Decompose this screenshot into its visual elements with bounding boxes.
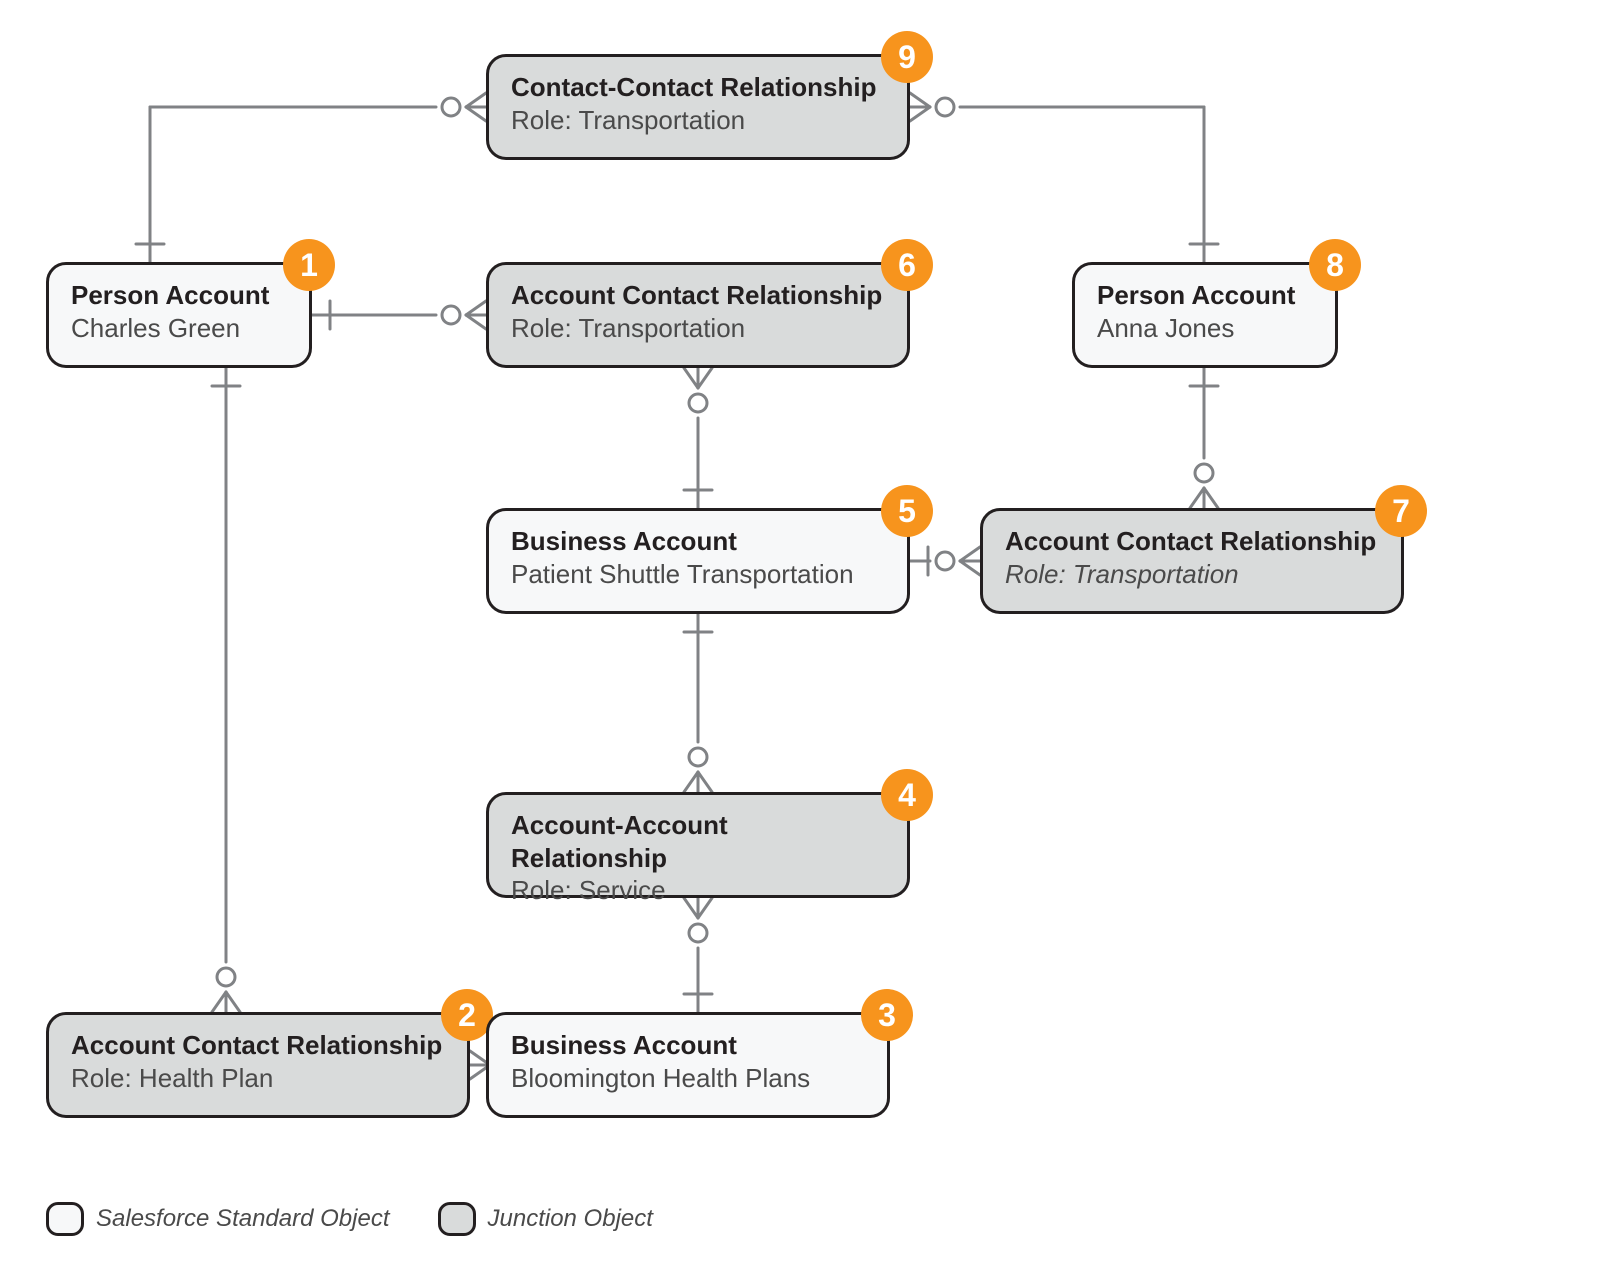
node-badge: 9: [881, 31, 933, 83]
node-title: Contact-Contact Relationship: [511, 71, 885, 104]
edge-e9_8: [910, 93, 1218, 262]
node-subtitle: Patient Shuttle Transportation: [511, 558, 885, 591]
edge-e9_1: [136, 93, 486, 262]
legend: Salesforce Standard Object Junction Obje…: [46, 1202, 653, 1236]
node-n9: Contact-Contact RelationshipRole: Transp…: [486, 54, 910, 160]
node-n3: Business AccountBloomington Health Plans…: [486, 1012, 890, 1118]
node-title: Account-Account Relationship: [511, 809, 885, 874]
edge-e6_5: [684, 368, 712, 508]
node-n2: Account Contact RelationshipRole: Health…: [46, 1012, 470, 1118]
node-subtitle: Role: Health Plan: [71, 1062, 445, 1095]
node-badge: 6: [881, 239, 933, 291]
diagram-canvas: Person AccountCharles Green1Account Cont…: [0, 0, 1600, 1279]
edge-e4_5: [684, 614, 712, 792]
node-n1: Person AccountCharles Green1: [46, 262, 312, 368]
node-badge: 3: [861, 989, 913, 1041]
node-n8: Person AccountAnna Jones8: [1072, 262, 1338, 368]
node-title: Account Contact Relationship: [1005, 525, 1379, 558]
node-title: Account Contact Relationship: [71, 1029, 445, 1062]
node-n7: Account Contact RelationshipRole: Transp…: [980, 508, 1404, 614]
node-title: Account Contact Relationship: [511, 279, 885, 312]
node-title: Business Account: [511, 525, 885, 558]
node-n5: Business AccountPatient Shuttle Transpor…: [486, 508, 910, 614]
node-subtitle: Role: Transportation: [511, 312, 885, 345]
legend-swatch-standard: [46, 1202, 84, 1236]
legend-item-junction: Junction Object: [438, 1202, 653, 1236]
node-badge: 5: [881, 485, 933, 537]
legend-label-standard: Salesforce Standard Object: [96, 1205, 390, 1233]
edge-e4_3: [684, 898, 712, 1012]
node-title: Person Account: [71, 279, 287, 312]
edge-e2_1: [212, 368, 240, 1012]
node-subtitle: Role: Transportation: [1005, 558, 1379, 591]
node-n6: Account Contact RelationshipRole: Transp…: [486, 262, 910, 368]
node-subtitle: Bloomington Health Plans: [511, 1062, 865, 1095]
node-subtitle: Charles Green: [71, 312, 287, 345]
node-title: Business Account: [511, 1029, 865, 1062]
node-n4: Account-Account RelationshipRole: Servic…: [486, 792, 910, 898]
node-badge: 7: [1375, 485, 1427, 537]
edge-e7_5: [910, 547, 980, 575]
node-subtitle: Role: Transportation: [511, 104, 885, 137]
node-badge: 8: [1309, 239, 1361, 291]
node-badge: 4: [881, 769, 933, 821]
legend-label-junction: Junction Object: [488, 1205, 653, 1233]
node-title: Person Account: [1097, 279, 1313, 312]
node-badge: 1: [283, 239, 335, 291]
legend-swatch-junction: [438, 1202, 476, 1236]
edge-e6_1: [312, 301, 486, 329]
node-subtitle: Role: Service: [511, 874, 885, 907]
node-subtitle: Anna Jones: [1097, 312, 1313, 345]
legend-item-standard: Salesforce Standard Object: [46, 1202, 390, 1236]
edge-e7_8: [1190, 368, 1218, 508]
